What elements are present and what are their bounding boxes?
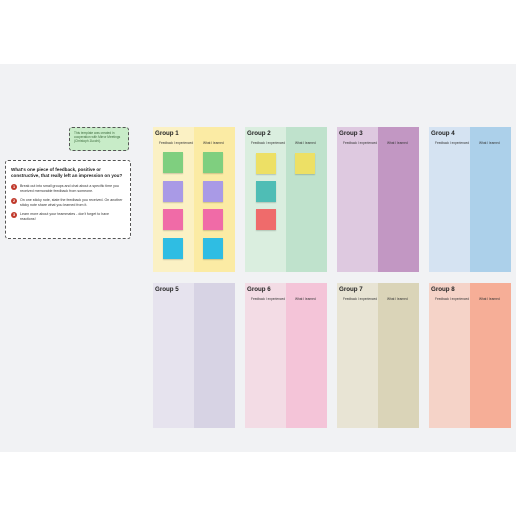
instruction-step: 2 On one sticky note, state the feedback…	[11, 198, 125, 207]
step-text: Break out into small groups and chat abo…	[20, 184, 119, 193]
learned-column	[286, 283, 327, 428]
learned-column-label: What I learned	[295, 297, 316, 301]
sticky-note[interactable]	[163, 152, 183, 173]
sticky-note[interactable]	[163, 238, 183, 259]
sticky-note[interactable]	[256, 181, 276, 202]
group-title: Group 8	[431, 286, 455, 293]
sticky-note[interactable]	[203, 209, 223, 230]
feedback-column	[153, 283, 194, 428]
sticky-note[interactable]	[256, 153, 276, 174]
learned-column-label: What I learned	[295, 141, 316, 145]
instruction-step: 1 Break out into small groups and chat a…	[11, 184, 125, 193]
instruction-step: 3 Learn more about your teammates - don'…	[11, 212, 125, 221]
learned-column	[286, 127, 327, 272]
group-4-frame[interactable]: Group 4 Feedback I experienced What I le…	[429, 127, 511, 272]
feedback-column	[337, 127, 378, 272]
group-6-frame[interactable]: Group 6 Feedback I experienced What I le…	[245, 283, 327, 428]
instructions-question: What's one piece of feedback, positive o…	[11, 167, 123, 178]
learned-column	[378, 283, 419, 428]
group-title: Group 7	[339, 286, 363, 293]
feedback-column	[429, 283, 470, 428]
feedback-column-label: Feedback I experienced	[435, 297, 470, 301]
learned-column-label: What I learned	[479, 141, 500, 145]
feedback-column	[245, 283, 286, 428]
feedback-column-label: Feedback I experienced	[343, 297, 378, 301]
learned-column-label: What I learned	[203, 141, 224, 145]
group-title: Group 5	[155, 286, 179, 293]
sticky-note[interactable]	[295, 153, 315, 174]
group-3-frame[interactable]: Group 3 Feedback I experienced What I le…	[337, 127, 419, 272]
learned-column-label: What I learned	[387, 297, 408, 301]
step-number-badge: 3	[11, 212, 17, 219]
group-1-frame[interactable]: Group 1 Feedback I experienced What I le…	[153, 127, 235, 272]
feedback-column-label: Feedback I experienced	[251, 141, 286, 145]
feedback-column	[429, 127, 470, 272]
template-credit-text: This template was created in cooperation…	[74, 131, 121, 143]
group-title: Group 2	[247, 130, 271, 137]
learned-column	[378, 127, 419, 272]
group-title: Group 6	[247, 286, 271, 293]
feedback-column	[337, 283, 378, 428]
group-5-frame[interactable]: Group 5	[153, 283, 235, 428]
sticky-note[interactable]	[256, 209, 276, 230]
learned-column-label: What I learned	[387, 141, 408, 145]
feedback-column-label: Feedback I experienced	[435, 141, 470, 145]
template-credit-note[interactable]: This template was created in cooperation…	[69, 127, 129, 151]
learned-column	[470, 127, 511, 272]
group-title: Group 3	[339, 130, 363, 137]
step-text: On one sticky note, state the feedback y…	[20, 198, 123, 207]
step-text: Learn more about your teammates - don't …	[20, 212, 109, 221]
learned-column	[194, 283, 235, 428]
feedback-column-label: Feedback I experienced	[251, 297, 286, 301]
sticky-note[interactable]	[203, 152, 223, 173]
group-2-frame[interactable]: Group 2 Feedback I experienced What I le…	[245, 127, 327, 272]
sticky-note[interactable]	[203, 238, 223, 259]
learned-column	[470, 283, 511, 428]
sticky-note[interactable]	[163, 181, 183, 202]
sticky-note[interactable]	[203, 181, 223, 202]
sticky-note[interactable]	[163, 209, 183, 230]
step-number-badge: 1	[11, 184, 17, 190]
step-number-badge: 2	[11, 198, 17, 205]
feedback-column-label: Feedback I experienced	[343, 141, 378, 145]
group-8-frame[interactable]: Group 8 Feedback I experienced What I le…	[429, 283, 511, 428]
learned-column-label: What I learned	[479, 297, 500, 301]
instructions-card[interactable]: What's one piece of feedback, positive o…	[5, 160, 131, 239]
group-title: Group 4	[431, 130, 455, 137]
group-title: Group 1	[155, 130, 179, 137]
group-7-frame[interactable]: Group 7 Feedback I experienced What I le…	[337, 283, 419, 428]
feedback-column-label: Feedback I experienced	[159, 141, 194, 145]
